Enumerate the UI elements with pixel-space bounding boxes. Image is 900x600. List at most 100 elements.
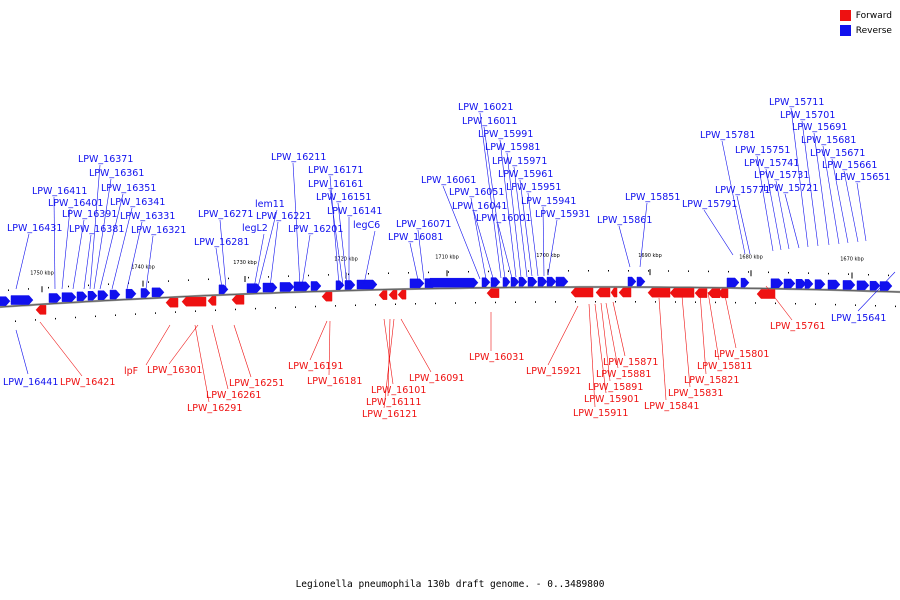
label-leader bbox=[775, 180, 790, 250]
label-leader bbox=[211, 324, 229, 390]
gene-label-lpw-15731: LPW_15731 bbox=[754, 170, 809, 181]
label-leader bbox=[253, 233, 265, 289]
reverse-gene-arrow bbox=[48, 293, 62, 303]
legend-forward: Forward bbox=[839, 8, 892, 23]
forward-gene-arrow bbox=[647, 287, 671, 298]
minor-tick bbox=[348, 273, 349, 276]
minor-tick bbox=[568, 270, 569, 272]
forward-gene-arrow bbox=[378, 290, 388, 300]
reverse-gene-arrow bbox=[262, 282, 278, 293]
minor-tick bbox=[288, 275, 289, 277]
minor-tick bbox=[195, 310, 196, 312]
gene-label-lpw-16201: LPW_16201 bbox=[288, 224, 343, 235]
minor-tick bbox=[35, 319, 36, 321]
minor-tick bbox=[8, 289, 9, 291]
gene-label-lpw-16081: LPW_16081 bbox=[388, 232, 443, 243]
label-leader bbox=[513, 166, 528, 278]
gene-label-legl2: legL2 bbox=[242, 223, 268, 234]
label-leader bbox=[723, 290, 737, 349]
gene-label-lpw-16191: LPW_16191 bbox=[288, 361, 343, 372]
minor-tick bbox=[268, 276, 269, 278]
minor-tick bbox=[575, 301, 576, 303]
reverse-gene-arrow bbox=[842, 280, 856, 290]
label-leader bbox=[547, 305, 579, 366]
label-leader bbox=[337, 202, 348, 286]
label-leader bbox=[765, 285, 793, 321]
label-leader bbox=[736, 195, 751, 255]
reverse-gene-arrow bbox=[490, 277, 501, 287]
reverse-gene-arrow bbox=[814, 279, 826, 289]
reverse-gene-arrow bbox=[125, 288, 137, 299]
label-leader bbox=[843, 170, 859, 243]
gene-label-lpw-15821: LPW_15821 bbox=[684, 375, 739, 386]
label-leader bbox=[15, 233, 30, 290]
tick-label-1740-kbp: 1740 kbp bbox=[131, 265, 155, 271]
label-leader bbox=[145, 235, 154, 290]
minor-tick bbox=[508, 270, 509, 272]
gene-label-lpw-16211: LPW_16211 bbox=[271, 152, 326, 163]
map-caption: Legionella pneumophila 130b draft genome… bbox=[295, 579, 605, 590]
label-leader bbox=[721, 140, 746, 255]
gene-label-lpw-16121: LPW_16121 bbox=[362, 409, 417, 420]
minor-tick bbox=[795, 302, 796, 305]
genome-backbone-core bbox=[0, 286, 900, 308]
forward-gene-arrow bbox=[207, 296, 217, 306]
label-leader bbox=[145, 324, 171, 366]
label-leader bbox=[813, 132, 830, 246]
label-leader bbox=[292, 162, 301, 287]
minor-tick bbox=[668, 270, 669, 272]
gene-label-lpw-15751: LPW_15751 bbox=[735, 145, 790, 156]
gene-label-lpw-16351: LPW_16351 bbox=[101, 183, 156, 194]
reverse-gene-arrow bbox=[518, 277, 528, 287]
gene-label-lpw-15871: LPW_15871 bbox=[603, 357, 658, 368]
forward-gene-arrow bbox=[717, 288, 729, 299]
label-leader bbox=[442, 185, 481, 280]
minor-tick bbox=[735, 301, 736, 304]
minor-tick bbox=[595, 301, 596, 303]
minor-tick bbox=[488, 270, 489, 273]
minor-tick bbox=[175, 311, 176, 313]
gene-label-lpw-16441: LPW_16441 bbox=[3, 377, 58, 388]
gene-label-lpw-15971: LPW_15971 bbox=[492, 156, 547, 167]
label-leader bbox=[499, 139, 517, 278]
minor-tick bbox=[355, 304, 356, 307]
reverse-gene-arrow bbox=[740, 277, 750, 288]
gene-label-lpw-16161: LPW_16161 bbox=[308, 179, 363, 190]
minor-tick bbox=[788, 271, 789, 274]
minor-tick bbox=[48, 286, 49, 289]
label-leader bbox=[856, 182, 867, 242]
reverse-gene-arrow bbox=[804, 279, 814, 289]
reverse-gene-arrow bbox=[429, 277, 479, 288]
gene-label-lpw-16361: LPW_16361 bbox=[89, 168, 144, 179]
minor-tick bbox=[708, 270, 709, 273]
reverse-gene-arrow bbox=[546, 276, 557, 287]
minor-tick bbox=[408, 272, 409, 274]
label-leader bbox=[605, 302, 619, 369]
minor-tick bbox=[188, 279, 189, 281]
gene-label-lpw-16391: LPW_16391 bbox=[62, 209, 117, 220]
minor-tick bbox=[208, 278, 209, 281]
gene-label-lpw-16321: LPW_16321 bbox=[131, 225, 186, 236]
reverse-gene-arrow bbox=[293, 281, 311, 292]
minor-tick bbox=[168, 280, 169, 282]
minor-tick bbox=[248, 276, 249, 279]
reverse-gene-arrow bbox=[510, 277, 520, 287]
minor-tick bbox=[775, 302, 776, 305]
label-leader bbox=[756, 155, 774, 252]
forward-gene-arrow bbox=[570, 287, 594, 298]
reverse-gene-arrow bbox=[218, 284, 229, 295]
reverse-gene-arrow bbox=[726, 277, 740, 288]
forward-gene-arrow bbox=[707, 288, 721, 298]
reverse-gene-arrow bbox=[856, 280, 870, 291]
forward-gene-arrow bbox=[595, 287, 611, 298]
label-leader bbox=[168, 324, 199, 365]
minor-tick bbox=[468, 270, 469, 273]
gene-label-lem11: lem11 bbox=[255, 199, 285, 210]
forward-gene-arrow bbox=[610, 287, 618, 298]
forward-gene-arrow bbox=[694, 288, 708, 298]
minor-tick bbox=[815, 303, 816, 305]
reverse-swatch bbox=[839, 25, 851, 36]
forward-gene-arrow bbox=[165, 297, 179, 308]
reverse-gene-arrow bbox=[76, 291, 88, 302]
gene-label-lpw-16151: LPW_16151 bbox=[316, 192, 371, 203]
